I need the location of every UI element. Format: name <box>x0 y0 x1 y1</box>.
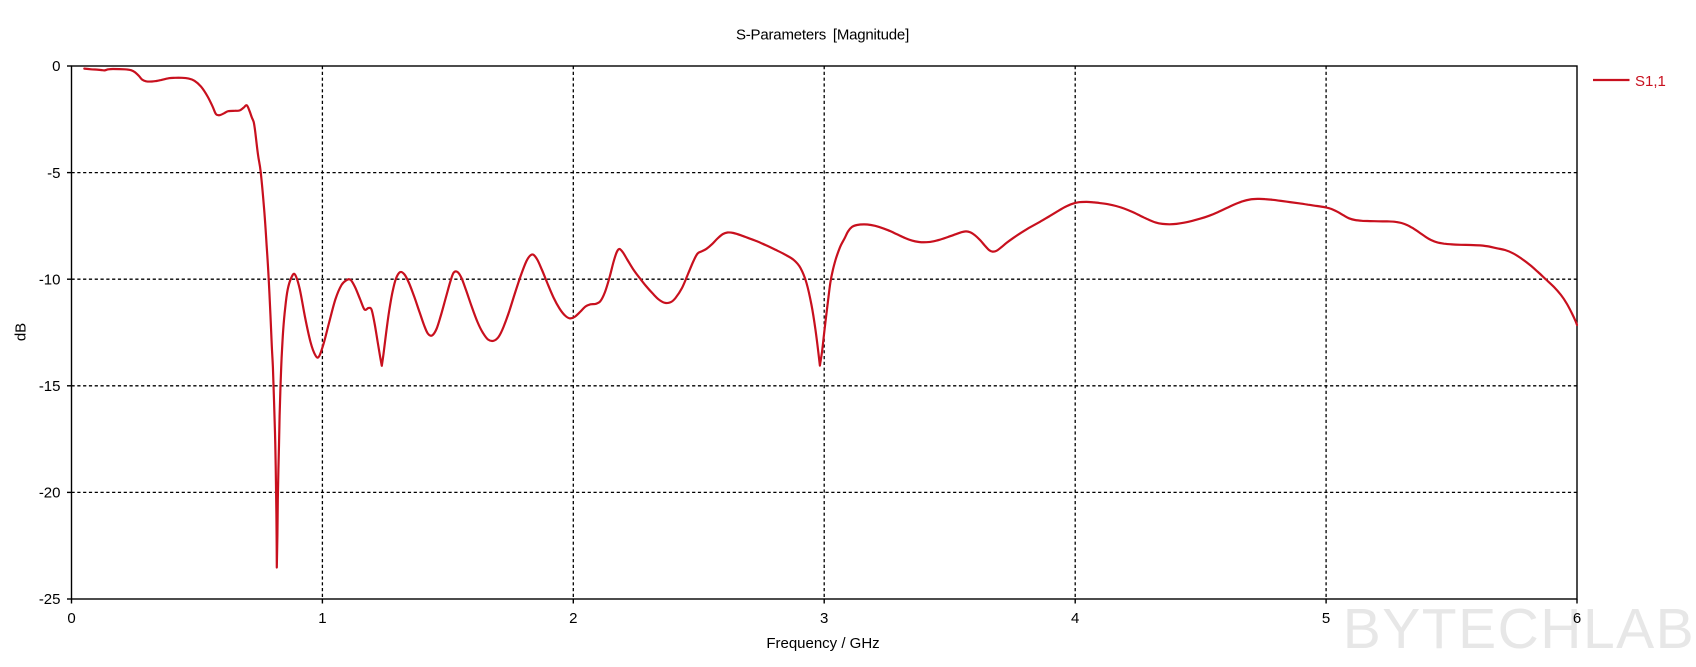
svg-text:BYTECHLAB: BYTECHLAB <box>1343 597 1695 661</box>
svg-text:1: 1 <box>318 610 326 627</box>
svg-text:-5: -5 <box>47 165 60 182</box>
svg-text:0: 0 <box>67 610 75 627</box>
svg-text:4: 4 <box>1071 610 1079 627</box>
svg-text:2: 2 <box>569 610 577 627</box>
svg-text:-25: -25 <box>39 591 61 608</box>
svg-text:-10: -10 <box>39 271 61 288</box>
svg-text:Frequency / GHz: Frequency / GHz <box>766 635 879 652</box>
svg-text:dB: dB <box>12 323 29 341</box>
svg-text:S1,1: S1,1 <box>1635 73 1666 90</box>
svg-text:5: 5 <box>1322 610 1330 627</box>
svg-text:6: 6 <box>1573 610 1581 627</box>
svg-text:0: 0 <box>52 58 60 75</box>
svg-text:3: 3 <box>820 610 828 627</box>
svg-text:-15: -15 <box>39 378 61 395</box>
svg-text:S-Parameters [Magnitude]: S-Parameters [Magnitude] <box>736 27 909 44</box>
svg-text:-20: -20 <box>39 485 61 502</box>
